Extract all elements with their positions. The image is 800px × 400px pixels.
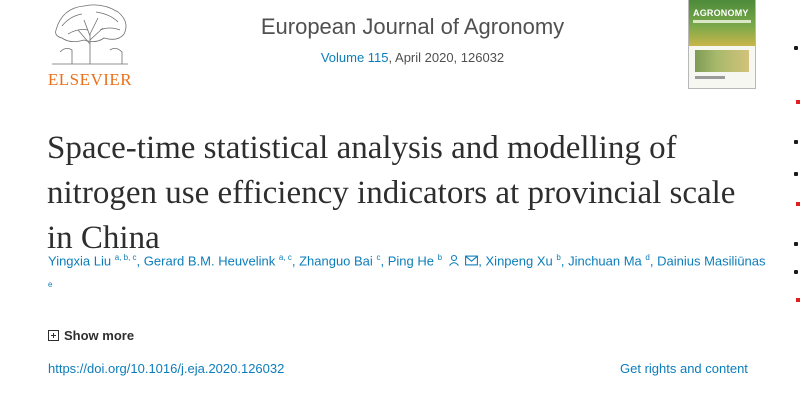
affiliation-marker[interactable]: b: [556, 253, 561, 262]
journal-title-link[interactable]: European Journal of Agronomy: [260, 14, 565, 39]
show-more-button[interactable]: Show more: [48, 328, 134, 343]
edge-red-marker: [796, 298, 800, 302]
edge-marker: [794, 242, 798, 246]
edge-marker: [794, 46, 798, 50]
person-icon[interactable]: [448, 254, 460, 267]
author-list: Yingxia Liu a, b, c, Gerard B.M. Heuveli…: [48, 253, 766, 290]
affiliation-marker[interactable]: a, b, c: [114, 253, 137, 262]
author-link[interactable]: Jinchuan Ma: [568, 253, 642, 269]
journal-issue-info: Volume 115, April 2020, 126032: [240, 50, 585, 65]
tree-logo-icon: [52, 4, 128, 65]
edge-marker: [794, 140, 798, 144]
author-link[interactable]: Dainius Masiliūnas: [657, 253, 766, 269]
cover-footer-line: [695, 76, 725, 79]
issue-details: , April 2020, 126032: [388, 50, 505, 65]
affiliation-marker[interactable]: b: [437, 253, 443, 262]
right-sidebar-edge: [792, 0, 800, 400]
cover-banner: [689, 0, 755, 46]
show-more-label: Show more: [64, 328, 135, 343]
affiliation-marker[interactable]: d: [645, 253, 650, 262]
get-rights-link[interactable]: Get rights and content: [620, 361, 748, 376]
edge-red-marker: [796, 100, 800, 104]
plus-box-icon: [48, 330, 59, 341]
journal-cover-thumbnail[interactable]: AGRONOMY: [688, 0, 756, 89]
email-icon[interactable]: [465, 255, 479, 266]
affiliation-marker[interactable]: e: [48, 280, 53, 290]
publisher-name: ELSEVIER: [47, 70, 133, 89]
author-link[interactable]: Gerard B.M. Heuvelink: [143, 253, 276, 269]
edge-marker: [794, 270, 798, 274]
edge-marker: [794, 172, 798, 176]
author-link[interactable]: Xinpeng Xu: [485, 253, 553, 269]
affiliation-marker[interactable]: c: [376, 253, 381, 262]
affiliation-marker[interactable]: a, c: [278, 253, 292, 262]
author-link[interactable]: Ping He: [387, 253, 434, 269]
author-link[interactable]: Zhanguo Bai: [299, 253, 373, 269]
article-title: Space-time statistical analysis and mode…: [47, 130, 736, 256]
elsevier-logo[interactable]: ELSEVIER: [44, 0, 136, 92]
cover-journal-name: AGRONOMY: [693, 8, 749, 18]
cover-image: [695, 50, 749, 72]
doi-link[interactable]: https://doi.org/10.1016/j.eja.2020.12603…: [48, 361, 285, 376]
edge-red-marker: [796, 202, 800, 206]
author-link[interactable]: Yingxia Liu: [48, 253, 112, 269]
cover-subtitle-line: [693, 20, 751, 23]
volume-link[interactable]: Volume 115: [320, 50, 389, 65]
